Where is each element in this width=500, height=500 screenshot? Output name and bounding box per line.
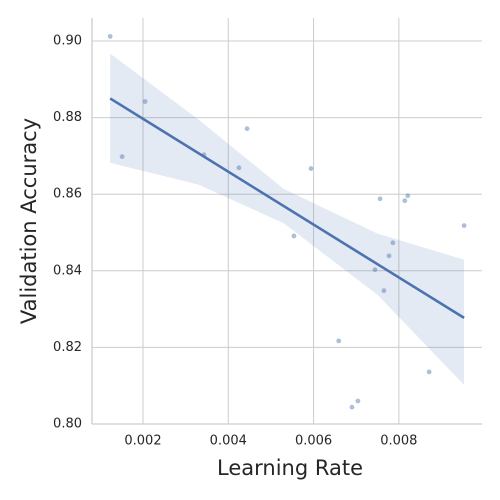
y-tick-label: 0.80 xyxy=(53,417,82,432)
y-tick-label: 0.84 xyxy=(53,263,82,278)
point xyxy=(426,369,432,375)
y-tick-label: 0.86 xyxy=(53,187,82,202)
point xyxy=(244,126,250,132)
band-layer xyxy=(110,53,465,385)
x-axis-label: Learning Rate xyxy=(217,456,363,480)
point xyxy=(461,223,467,228)
point xyxy=(390,240,396,246)
grid xyxy=(92,18,482,425)
point xyxy=(336,338,342,344)
point xyxy=(405,193,411,199)
x-tick-label: 0.008 xyxy=(380,434,417,449)
y-tick-label: 0.90 xyxy=(53,33,82,48)
point xyxy=(107,33,113,39)
point xyxy=(381,288,387,294)
point xyxy=(142,99,148,104)
point xyxy=(386,253,392,259)
point xyxy=(372,267,378,273)
confidence-band xyxy=(110,53,465,385)
x-tick-label: 0.006 xyxy=(295,434,332,449)
point xyxy=(355,398,361,404)
x-tick-label: 0.004 xyxy=(210,434,247,449)
point xyxy=(308,166,314,171)
regression-line xyxy=(109,97,465,320)
point xyxy=(402,198,408,204)
y-tick-label: 0.88 xyxy=(53,110,82,125)
point xyxy=(377,196,383,202)
point xyxy=(236,165,242,171)
point xyxy=(291,233,297,239)
y-axis-label: Validation Accuracy xyxy=(17,118,41,324)
point xyxy=(349,404,355,410)
x-tick-label: 0.002 xyxy=(124,434,161,449)
points xyxy=(107,33,467,410)
point xyxy=(119,154,125,160)
y-tick-label: 0.82 xyxy=(53,340,82,355)
